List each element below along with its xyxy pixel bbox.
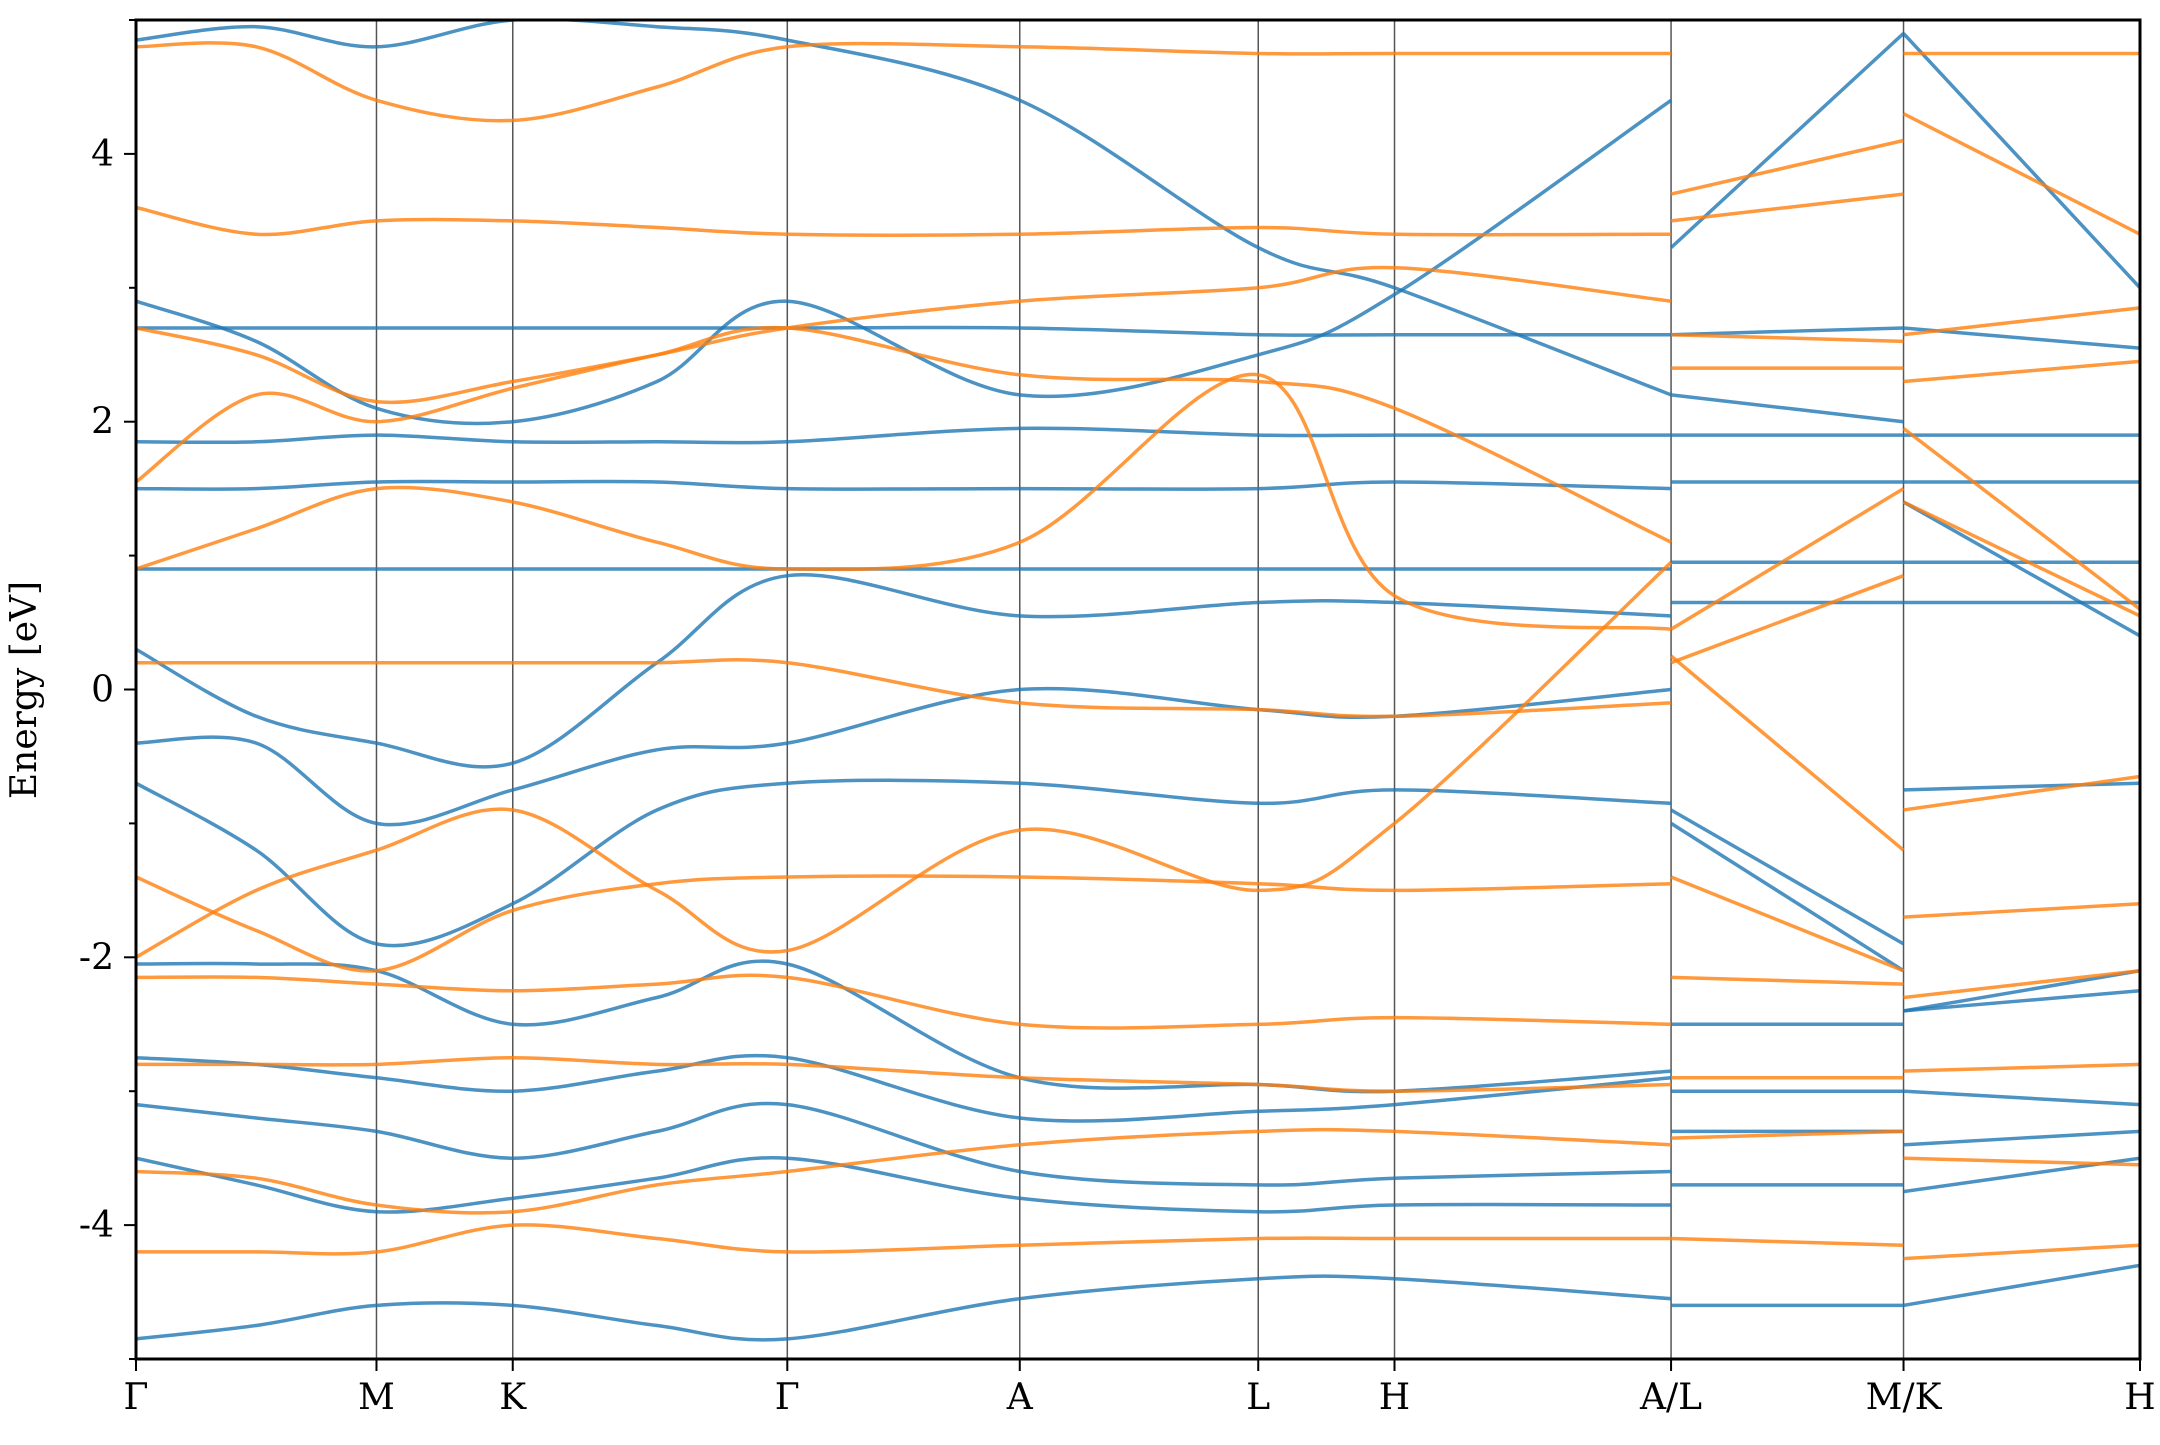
band-line [136,1055,2140,1093]
x-tick-label: H [2124,1377,2155,1418]
kpoint-divider-lines [375,20,1905,1359]
band-line [136,968,2140,1030]
y-tick-label: -2 [79,937,114,978]
x-tick-label: Γ [775,1377,800,1418]
band-line [136,1053,2140,1123]
x-tick-label: Γ [124,1377,149,1418]
band-line [136,1223,2140,1261]
y-tick-label: 2 [91,402,114,443]
axis-ticks: Γ M K Γ A L H A/L M/K H -4 -2 0 2 4 [79,19,2156,1418]
band-line [136,479,2140,491]
band-line [136,426,2140,445]
x-tick-label: L [1246,1377,1270,1418]
bands-layer [136,20,2140,1342]
band-line [136,32,2140,426]
y-tick-label: 0 [91,670,114,711]
band-line [136,372,2140,631]
y-tick-label: 4 [91,134,114,175]
band-line [136,500,2140,719]
band-line [136,1263,2140,1342]
band-line [136,1127,2140,1215]
band-line [136,686,2140,946]
x-tick-label: H [1379,1377,1410,1418]
band-line [136,1156,2140,1214]
band-series-0 [136,20,2140,1342]
band-series-1 [136,41,2140,1261]
band-line [136,265,2140,405]
x-tick-label: K [499,1377,527,1418]
x-tick-label: A [1006,1377,1034,1418]
band-line [136,874,2140,973]
y-axis-label: Energy [eV] [4,581,45,799]
x-tick-label: A/L [1639,1377,1702,1418]
band-line [136,1101,2140,1187]
band-line [136,573,2140,769]
band-line [136,112,2140,237]
x-tick-label: M/K [1866,1377,1943,1418]
y-tick-label: -4 [79,1205,114,1246]
x-tick-label: M [358,1377,395,1418]
band-line [136,41,2140,196]
band-line [136,561,2140,959]
band-line [136,560,2140,571]
